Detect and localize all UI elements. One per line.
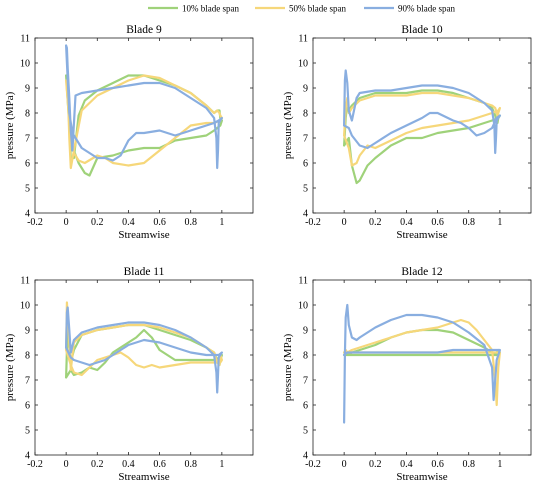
panel-title: Blade 9 <box>126 24 162 36</box>
x-tick-label: 1 <box>219 459 224 470</box>
x-tick-label: 1 <box>219 217 224 228</box>
y-tick-label: 8 <box>303 351 308 362</box>
axes-frame <box>34 37 254 214</box>
y-tick-label: 4 <box>25 209 30 220</box>
y-tick-label: 5 <box>25 426 30 437</box>
y-tick-label: 5 <box>25 184 30 195</box>
x-tick-label: 0.2 <box>369 459 382 470</box>
chart-panel-2: -0.2 0 0.2 0.4 0.6 0.8 1 4 5 6 7 8 9 10 11 Blade 10 Stre… <box>282 24 532 241</box>
x-axis-label: Streamwise <box>118 471 169 480</box>
legend-label: 50% blade span <box>289 4 346 14</box>
x-tick-label: 0.8 <box>462 217 475 228</box>
x-tick-label: 0.8 <box>184 459 197 470</box>
x-tick-label: 0 <box>342 459 347 470</box>
y-tick-label: 11 <box>298 34 308 45</box>
x-tick-label: 0.2 <box>91 459 104 470</box>
y-tick-label: 6 <box>303 159 308 170</box>
x-tick-label: 0 <box>64 459 69 470</box>
legend-item-2: 50% blade span <box>255 4 346 14</box>
y-tick-label: 10 <box>20 301 30 312</box>
legend: 10% blade span 50% blade span 90% blade sp… <box>148 4 455 14</box>
y-tick-label: 7 <box>25 376 30 387</box>
panel-title: Blade 12 <box>401 266 442 278</box>
x-tick-label: 0.6 <box>431 459 444 470</box>
x-tick-label: -0.2 <box>305 217 321 228</box>
x-tick-label: -0.2 <box>27 217 43 228</box>
chart-panel-4: -0.2 0 0.2 0.4 0.6 0.8 1 4 5 6 7 8 9 10 11 Blade 12 Stre… <box>282 266 532 480</box>
legend-item-1: 10% blade span <box>148 4 239 14</box>
panel-title: Blade 10 <box>401 24 442 36</box>
axes-frame <box>312 279 532 456</box>
y-tick-label: 10 <box>298 301 308 312</box>
y-tick-label: 8 <box>25 351 30 362</box>
y-tick-label: 6 <box>25 401 30 412</box>
y-tick-label: 7 <box>25 134 30 145</box>
legend-label: 90% blade span <box>398 4 455 14</box>
y-tick-label: 10 <box>298 59 308 70</box>
x-tick-label: 0.8 <box>462 459 475 470</box>
series-line-90-blade-span <box>343 69 501 155</box>
series-line-10-blade-span <box>343 89 501 185</box>
y-tick-label: 7 <box>303 134 308 145</box>
x-tick-label: 0.6 <box>153 217 166 228</box>
y-tick-label: 9 <box>25 326 30 337</box>
chart-panel-1: -0.2 0 0.2 0.4 0.6 0.8 1 4 5 6 7 8 9 10 11 Blade 9 Strea… <box>4 24 254 241</box>
x-tick-label: 0.6 <box>153 459 166 470</box>
y-tick-label: 4 <box>303 451 308 462</box>
x-axis-label: Streamwise <box>396 471 447 480</box>
x-axis-label: Streamwise <box>396 229 447 241</box>
x-tick-label: 0.4 <box>122 217 135 228</box>
x-tick-label: 0.4 <box>122 459 135 470</box>
axes-frame <box>312 37 532 214</box>
y-axis-label: pressure (MPa) <box>4 333 16 401</box>
series-line-90-blade-span <box>65 44 223 170</box>
y-tick-label: 10 <box>20 59 30 70</box>
y-tick-label: 8 <box>303 109 308 120</box>
y-tick-label: 11 <box>20 34 30 45</box>
axes-frame <box>34 279 254 456</box>
panel-title: Blade 11 <box>124 266 165 278</box>
y-tick-label: 5 <box>303 184 308 195</box>
y-tick-label: 6 <box>303 401 308 412</box>
y-axis-label: pressure (MPa) <box>4 91 16 159</box>
x-tick-label: 0 <box>342 217 347 228</box>
y-tick-label: 8 <box>25 109 30 120</box>
x-tick-label: 0 <box>64 217 69 228</box>
y-tick-label: 7 <box>303 376 308 387</box>
y-axis-label: pressure (MPa) <box>282 91 294 159</box>
legend-label: 10% blade span <box>182 4 239 14</box>
chart-panel-3: -0.2 0 0.2 0.4 0.6 0.8 1 4 5 6 7 8 9 10 11 Blade 11 Stre… <box>4 266 254 480</box>
x-tick-label: -0.2 <box>305 459 321 470</box>
x-tick-label: 1 <box>497 459 502 470</box>
y-tick-label: 5 <box>303 426 308 437</box>
y-tick-label: 11 <box>20 276 30 287</box>
x-tick-label: 0.4 <box>400 217 413 228</box>
y-tick-label: 9 <box>303 84 308 95</box>
y-axis-label: pressure (MPa) <box>282 333 294 401</box>
x-axis-label: Streamwise <box>118 229 169 241</box>
y-tick-label: 4 <box>25 451 30 462</box>
x-tick-label: 0.2 <box>91 217 104 228</box>
y-tick-label: 11 <box>298 276 308 287</box>
y-tick-label: 4 <box>303 209 308 220</box>
x-tick-label: 0.8 <box>184 217 197 228</box>
x-tick-label: -0.2 <box>27 459 43 470</box>
x-tick-label: 0.4 <box>400 459 413 470</box>
y-tick-label: 9 <box>303 326 308 337</box>
y-tick-label: 9 <box>25 84 30 95</box>
x-tick-label: 0.6 <box>431 217 444 228</box>
y-tick-label: 6 <box>25 159 30 170</box>
legend-item-3: 90% blade span <box>364 4 455 14</box>
series-line-50-blade-span <box>343 91 501 167</box>
series-line-90-blade-span <box>343 303 501 424</box>
x-tick-label: 0.2 <box>369 217 382 228</box>
series-line-90-blade-span <box>65 306 223 394</box>
x-tick-label: 1 <box>497 217 502 228</box>
